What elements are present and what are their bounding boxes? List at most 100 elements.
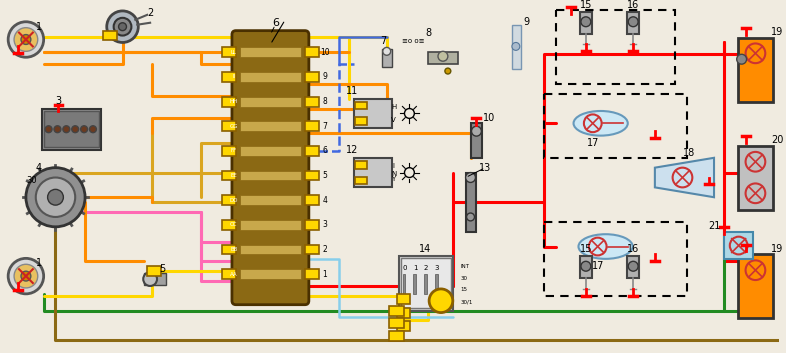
Bar [240, 72, 301, 82]
Text: 16: 16 [627, 245, 639, 255]
Bar [147, 266, 161, 276]
Bar [222, 72, 236, 82]
Circle shape [63, 126, 70, 133]
Bar [240, 245, 301, 255]
Text: LL: LL [231, 50, 237, 55]
Bar [435, 274, 438, 294]
Text: 10: 10 [320, 48, 329, 57]
Text: 8: 8 [322, 97, 327, 106]
Bar [580, 256, 592, 278]
Text: 30: 30 [461, 276, 468, 281]
Text: H: H [391, 103, 396, 109]
Ellipse shape [578, 234, 633, 259]
Text: 4: 4 [322, 196, 327, 205]
Text: 19: 19 [771, 244, 783, 253]
Text: HH: HH [230, 99, 238, 104]
Bar [305, 220, 318, 230]
Text: 3: 3 [322, 220, 327, 229]
Bar [355, 102, 367, 109]
Text: 15: 15 [580, 0, 592, 10]
Bar [240, 146, 301, 156]
Bar [144, 273, 166, 285]
Circle shape [72, 126, 79, 133]
Circle shape [445, 68, 451, 74]
Bar [222, 146, 236, 156]
Bar [355, 118, 367, 125]
Polygon shape [655, 158, 714, 197]
Text: 5: 5 [322, 171, 327, 180]
Circle shape [26, 168, 85, 227]
Circle shape [8, 258, 44, 294]
Bar [222, 220, 236, 230]
Bar [44, 112, 99, 147]
Text: 15: 15 [461, 287, 468, 292]
Text: 0: 0 [402, 265, 406, 271]
Text: 30/1: 30/1 [461, 299, 473, 304]
Bar [738, 255, 773, 318]
Bar [382, 49, 391, 67]
Text: GG: GG [230, 124, 238, 129]
Text: 1: 1 [35, 22, 42, 32]
Circle shape [8, 22, 44, 57]
Circle shape [21, 35, 31, 44]
Bar [627, 12, 639, 34]
Text: AA: AA [230, 271, 237, 277]
Bar [103, 31, 116, 41]
Bar [399, 256, 453, 311]
Bar [738, 146, 773, 210]
Bar [512, 25, 521, 69]
Text: 10: 10 [483, 113, 495, 123]
Text: 30: 30 [27, 176, 37, 185]
Bar [724, 232, 754, 259]
Text: FF: FF [231, 148, 237, 154]
Bar [401, 258, 451, 308]
Text: 13: 13 [479, 163, 491, 173]
Bar [305, 97, 318, 107]
Bar [389, 318, 405, 328]
Circle shape [90, 126, 97, 133]
Bar [556, 10, 674, 84]
Bar [397, 322, 410, 331]
Bar [240, 220, 301, 230]
Text: 14: 14 [419, 244, 432, 253]
Text: 17: 17 [586, 138, 599, 148]
Text: ≡o o≡: ≡o o≡ [402, 38, 424, 44]
Text: INT: INT [461, 264, 470, 269]
Text: 1: 1 [35, 258, 42, 268]
Text: 18: 18 [683, 148, 696, 158]
Text: 12: 12 [346, 145, 358, 155]
Bar [222, 269, 236, 279]
Bar [355, 161, 367, 169]
Circle shape [45, 126, 52, 133]
Text: 6: 6 [322, 146, 327, 155]
Circle shape [14, 28, 38, 51]
Circle shape [465, 173, 476, 183]
Bar [240, 121, 301, 131]
Text: V: V [391, 117, 396, 123]
Bar [413, 274, 417, 294]
Text: 1: 1 [322, 270, 327, 279]
Text: 20: 20 [771, 135, 784, 145]
Circle shape [736, 54, 747, 64]
Bar [222, 121, 236, 131]
Text: 17: 17 [592, 261, 604, 271]
Bar [389, 331, 405, 341]
Text: 11: 11 [346, 86, 358, 96]
Bar [240, 269, 301, 279]
Text: 19: 19 [771, 26, 783, 37]
Circle shape [143, 272, 157, 286]
Text: Y: Y [391, 176, 396, 183]
Circle shape [628, 261, 638, 271]
Text: 9: 9 [523, 17, 530, 27]
Text: 15: 15 [580, 245, 592, 255]
Text: 2: 2 [322, 245, 327, 254]
FancyBboxPatch shape [232, 31, 309, 305]
Bar [397, 294, 410, 304]
Text: 3: 3 [55, 96, 61, 106]
Circle shape [119, 23, 127, 31]
Text: 7: 7 [322, 122, 327, 131]
Bar [305, 47, 318, 57]
Bar [354, 98, 391, 128]
Text: N: N [391, 170, 396, 176]
Bar [305, 269, 318, 279]
